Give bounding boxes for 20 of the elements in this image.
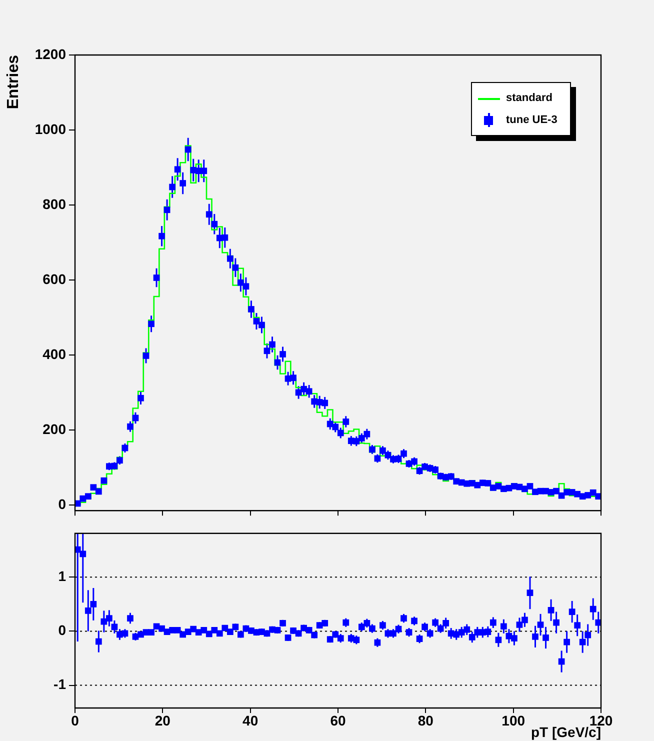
y-tick-label: 0: [58, 496, 66, 512]
x-tick-label: 40: [242, 712, 258, 728]
y-tick-label: 600: [42, 270, 66, 287]
x-tick-label: 60: [330, 712, 346, 728]
x-tick-label: 0: [71, 712, 80, 728]
x-tick-label: 20: [154, 712, 171, 728]
y-tick-label: 0: [58, 622, 66, 638]
y-tick-label: -1: [54, 676, 66, 692]
x-tick-label: 100: [502, 712, 526, 728]
y-tick-label: 800: [42, 196, 66, 212]
x-tick-label: 80: [418, 712, 434, 728]
legend-label: tune UE-3: [506, 114, 558, 126]
y-tick-label: 1200: [34, 46, 66, 62]
x-axis-title: pT [GeV/c]: [530, 724, 601, 740]
y-tick-label: 200: [42, 420, 66, 437]
y-axis-title: Entries: [5, 54, 22, 110]
legend-label: standard: [506, 92, 552, 104]
y-tick-label: 1: [58, 568, 66, 584]
y-tick-label: 400: [42, 346, 66, 362]
y-tick-label: 1000: [34, 120, 66, 137]
